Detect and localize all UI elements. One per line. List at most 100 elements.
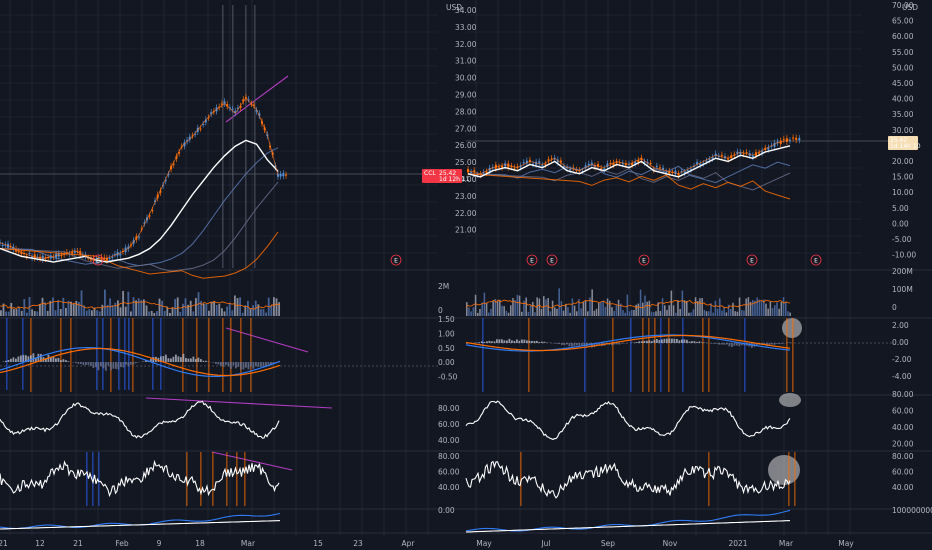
candle-body (680, 171, 683, 173)
volume-bar (213, 301, 216, 316)
signal-bar (98, 452, 100, 506)
macd-histogram-bar (723, 343, 726, 345)
macd-histogram-bar (267, 362, 270, 365)
volume-bar (483, 292, 486, 316)
macd-histogram-bar (130, 362, 132, 365)
macd-histogram-bar (270, 362, 272, 366)
candle-body (188, 136, 191, 140)
macd-histogram-bar (576, 343, 578, 346)
volume-bar (33, 311, 36, 316)
volume-bar (738, 297, 741, 316)
macd-histogram-bar (197, 357, 200, 362)
candle-body (538, 161, 541, 164)
volume-bar (265, 312, 268, 316)
candle-body (228, 107, 231, 109)
volume-bar (741, 310, 743, 316)
price-tag-badge (422, 169, 462, 183)
price-tick-label: 50.00 (892, 63, 914, 72)
signal-bar (124, 318, 126, 390)
volume-bar (776, 302, 778, 316)
volume-bar (499, 299, 501, 316)
macd-histogram-bar (220, 362, 222, 366)
macd-histogram-bar (771, 343, 773, 345)
price-series-line (467, 145, 791, 178)
macd-histogram-bar (177, 356, 180, 362)
volume-bar (492, 301, 494, 316)
signal-bar (118, 318, 120, 390)
volume-bar (260, 309, 262, 316)
price-tick-label: 32.00 (455, 40, 477, 49)
macd-histogram-bar (120, 362, 122, 367)
macd-histogram-bar (137, 362, 140, 363)
macd-histogram-bar (192, 356, 195, 362)
price-tick-label: 28.00 (455, 107, 477, 116)
signal-bar (96, 318, 98, 390)
macd-histogram-bar (506, 340, 508, 343)
candle-body (562, 166, 565, 168)
volume-bar (49, 300, 52, 316)
macd-histogram-bar (596, 343, 598, 346)
volume-bar (705, 311, 708, 316)
stoch-tick-label: 80.00 (438, 452, 460, 461)
candle-body (544, 163, 547, 165)
macd-histogram-bar (621, 343, 623, 344)
volume-bar (507, 312, 510, 316)
volume-bar (78, 302, 80, 316)
macd-histogram-bar (668, 338, 671, 343)
candle-body (705, 160, 708, 162)
macd-histogram-bar (686, 339, 688, 343)
volume-bar (104, 289, 106, 316)
candle-body (528, 159, 531, 162)
volume-bar (31, 309, 34, 316)
candle-body (758, 152, 761, 154)
candle-body (143, 222, 146, 224)
volume-bar (153, 312, 156, 316)
signal-bar (708, 318, 710, 392)
signal-bar (682, 318, 684, 392)
macd-histogram-bar (62, 359, 65, 362)
volume-bar (83, 305, 86, 316)
volume-bar (88, 309, 91, 316)
macd-histogram-bar (172, 356, 175, 362)
volume-bar (765, 303, 767, 316)
volume-bar (518, 295, 521, 316)
macd-histogram-bar (681, 339, 683, 343)
x-tick-label: May (838, 539, 854, 548)
candle-body (252, 104, 255, 106)
macd-histogram-bar (117, 362, 120, 370)
volume-bar (754, 300, 756, 316)
macd-histogram-bar (230, 362, 232, 369)
candle-body (497, 166, 500, 168)
signal-bar (222, 318, 224, 392)
signal-bar (6, 318, 8, 390)
macd-histogram-bar (591, 343, 593, 348)
volume-tick-label: 0 (892, 303, 897, 312)
signal-bar (630, 318, 632, 392)
signal-bar (212, 452, 214, 506)
volume-bar (244, 305, 247, 316)
volume-bar (675, 312, 677, 316)
candle-body (242, 99, 245, 102)
macd-tick-label: 2.00 (892, 321, 909, 330)
candle-body (231, 108, 234, 110)
candle-body (559, 160, 562, 163)
signal-bar (254, 5, 256, 268)
volume-bar (679, 309, 681, 316)
candle-body (31, 256, 34, 259)
macd-histogram-bar (72, 362, 75, 363)
price-tick-label: 25.00 (455, 158, 477, 167)
volume-bar (143, 299, 145, 316)
volume-bar (215, 304, 218, 316)
signal-bar (788, 452, 790, 506)
price-tick-label: 70.00 (892, 1, 914, 10)
signal-bar (648, 318, 650, 392)
volume-bar (734, 311, 736, 316)
signal-bar (244, 452, 246, 506)
earnings-event-label: E (550, 258, 554, 265)
volume-bar (122, 290, 125, 316)
macd-histogram-bar (698, 341, 701, 343)
candle-body (609, 162, 612, 164)
macd-histogram-bar (491, 341, 493, 343)
volume-bar (697, 301, 699, 316)
